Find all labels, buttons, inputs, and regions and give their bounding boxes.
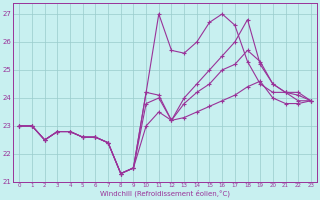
X-axis label: Windchill (Refroidissement éolien,°C): Windchill (Refroidissement éolien,°C) [100, 190, 230, 197]
